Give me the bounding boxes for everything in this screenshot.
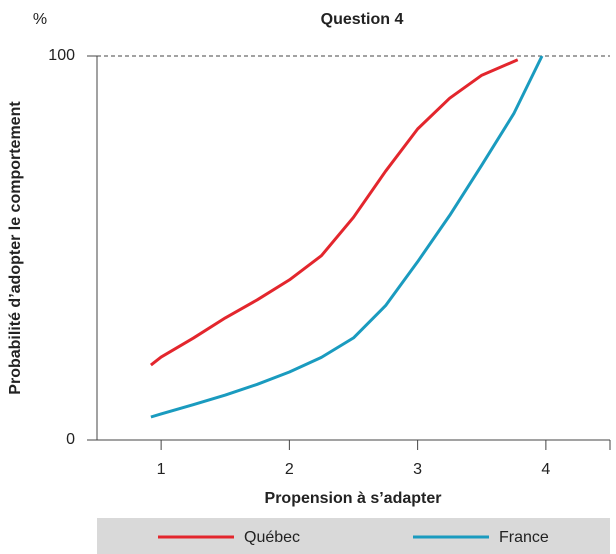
x-tick-label: 1 — [157, 461, 166, 478]
y-tick-label: 100 — [48, 47, 75, 64]
x-axis-label: Propension à s’adapter — [265, 490, 442, 507]
y-unit: % — [33, 11, 47, 28]
x-tick-label: 4 — [541, 461, 550, 478]
x-tick-label: 2 — [285, 461, 294, 478]
series-line — [150, 55, 544, 419]
y-tick-label: 0 — [66, 431, 75, 448]
y-axis-label: Probabilité d’adopter le comportement — [7, 101, 24, 395]
series-line — [149, 58, 519, 367]
legend-label: Québec — [244, 529, 300, 546]
x-tick-label: 3 — [413, 461, 422, 478]
legend-label: France — [499, 529, 549, 546]
chart-title: Question 4 — [321, 11, 404, 28]
